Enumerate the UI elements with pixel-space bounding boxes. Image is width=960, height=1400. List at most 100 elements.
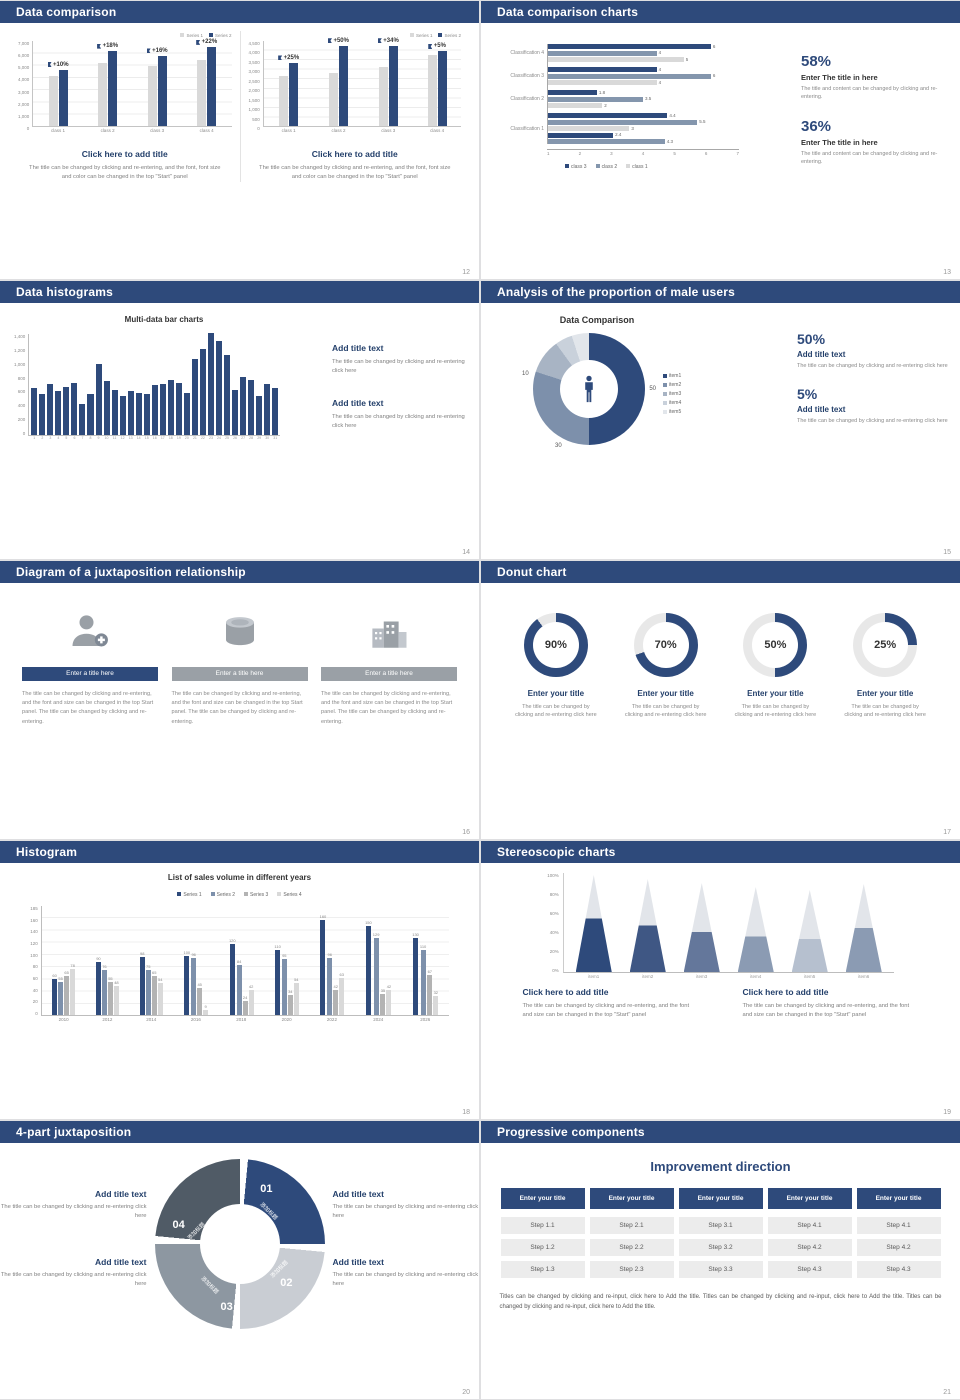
x-axis-label: 2020 <box>281 1017 292 1022</box>
bar-column: 30 <box>264 384 271 440</box>
slide-donut-chart[interactable]: Donut chart 90% Enter your title The tit… <box>481 561 960 839</box>
tick-label: 40% <box>549 930 559 935</box>
bar-column: 90 <box>95 955 101 1015</box>
x-axis-label: 15 <box>144 436 149 440</box>
block-title: Add title text <box>95 1256 147 1267</box>
legend-label: class 2 <box>601 164 618 170</box>
step-item[interactable]: Step 1.2 <box>500 1239 585 1256</box>
step-item[interactable]: Step 4.2 <box>767 1239 852 1256</box>
step-item[interactable]: Step 4.2 <box>856 1239 941 1256</box>
tick-label: 3,000 <box>18 89 30 95</box>
bar <box>199 349 206 435</box>
step-item[interactable]: Step 4.1 <box>856 1217 941 1234</box>
step-item[interactable]: Step 4.1 <box>767 1217 852 1234</box>
bar <box>98 63 108 126</box>
slide-progressive-components[interactable]: Progressive components Improvement direc… <box>481 1121 960 1399</box>
tick-label: 4,000 <box>248 50 260 56</box>
step-item[interactable]: Step 1.3 <box>500 1261 585 1278</box>
bar-group: Classification 4 6 4 5 <box>510 44 747 62</box>
step-item[interactable]: Step 3.2 <box>678 1239 763 1256</box>
slide-title: Data histograms <box>16 285 114 299</box>
bar-column: 1 <box>31 388 38 440</box>
title-bar-button[interactable]: Enter a title here <box>22 667 158 681</box>
value-label: 9 <box>204 1003 207 1009</box>
text-block: Add title text The title can be changed … <box>333 1189 480 1221</box>
block-title: Click here to add title <box>742 987 829 997</box>
step-item[interactable]: Step 1.1 <box>500 1217 585 1234</box>
bar-group: +18% class 2 <box>97 43 118 133</box>
bar-column: 54 <box>293 977 299 1015</box>
title-bar-button[interactable]: Enter a title here <box>171 667 308 681</box>
slide-male-users-analysis[interactable]: Analysis of the proportion of male users… <box>481 281 960 559</box>
step-item[interactable]: Step 3.3 <box>678 1261 763 1278</box>
slide-data-comparison-charts[interactable]: Data comparison charts Classification 4 6… <box>481 1 960 279</box>
bar-column: 63 <box>339 971 345 1015</box>
column-header-button[interactable]: Enter your title <box>678 1188 763 1209</box>
slide-content: Data Comparison 50 30 10 <box>481 303 960 449</box>
bar <box>386 990 392 1015</box>
block-title: Add title text <box>332 343 384 353</box>
value-label: 160 <box>319 913 327 919</box>
step-item[interactable]: Step 4.3 <box>767 1261 852 1278</box>
slide-stereoscopic-charts[interactable]: Stereoscopic charts 100% 80% 60% 40% 20% 0% it… <box>481 841 960 1119</box>
x-axis-label: 20 <box>184 436 189 440</box>
y-axis: 1,400 1,200 1,000 800 600 400 200 0 <box>14 334 28 436</box>
title-bar-button[interactable]: Enter a title here <box>321 667 457 681</box>
chart-column-right: Series 1 Series 2 4,500 4,000 3,500 3,000 2,… <box>239 31 470 182</box>
column-header-button[interactable]: Enter your title <box>500 1188 585 1209</box>
slide-title-bar: Histogram <box>0 841 479 863</box>
nurse-icon <box>72 615 108 647</box>
stat-body: The title and content can be changed by … <box>801 150 938 165</box>
column: Enter a title here The title can be chan… <box>321 609 457 727</box>
slide-histogram[interactable]: Histogram List of sales volume in differ… <box>0 841 479 1119</box>
slide-data-histograms[interactable]: Data histograms Multi-data bar charts 1,… <box>0 281 479 559</box>
donut-item: 90% Enter your title The title can be ch… <box>504 613 608 720</box>
bar <box>87 394 94 435</box>
value-label: 90 <box>96 955 101 961</box>
slide-data-comparison[interactable]: Data comparison Series 1 Series 2 7,000 6… <box>0 1 479 279</box>
bar <box>215 341 223 435</box>
value-label: 63 <box>339 971 344 977</box>
bar-group: 130 110 67 32 2026 <box>412 932 439 1022</box>
column-header-button[interactable]: Enter your title <box>856 1188 941 1209</box>
x-axis-label: 8 <box>89 436 92 440</box>
bar: 4.3 <box>548 139 673 144</box>
block-title: Click here to add title <box>81 149 168 159</box>
bar-column: 31 <box>272 388 279 440</box>
tick-label: 7 <box>736 151 739 156</box>
bar <box>139 956 145 1015</box>
bar <box>437 51 447 126</box>
text-block: Add title text The title can be changed … <box>333 1257 480 1289</box>
step-item[interactable]: Step 2.1 <box>589 1217 674 1234</box>
block-body: The title can be changed by clicking and… <box>522 1003 690 1018</box>
step-item[interactable]: Step 2.2 <box>589 1239 674 1256</box>
legend-swatch <box>663 409 667 414</box>
stat-body: The title and content can be changed by … <box>801 86 938 101</box>
y-axis: 7,000 6,000 5,000 4,000 3,000 2,000 1,000 0 <box>18 41 32 131</box>
x-axis-label: 2012 <box>102 1017 113 1022</box>
bar-column: 13 <box>127 391 134 440</box>
column-header-button[interactable]: Enter your title <box>767 1188 852 1209</box>
slide-juxtaposition-diagram[interactable]: Diagram of a juxtaposition relationship … <box>0 561 479 839</box>
bar <box>111 389 118 435</box>
donut-title: Enter your title <box>637 689 694 698</box>
step-item[interactable]: Step 3.1 <box>678 1217 763 1234</box>
column-header-button[interactable]: Enter your title <box>589 1188 674 1209</box>
step-item[interactable]: Step 4.3 <box>856 1261 941 1278</box>
slide-4-part-juxtaposition[interactable]: 4-part juxtaposition Add title text The … <box>0 1121 479 1399</box>
step-item[interactable]: Step 2.3 <box>589 1261 674 1278</box>
bar <box>272 388 279 435</box>
x-axis-label: item4 <box>750 974 762 979</box>
bar-column: 75 <box>145 964 151 1015</box>
x-axis-label: 2016 <box>190 1017 201 1022</box>
tick-label: 2 <box>578 151 582 156</box>
bar-group: 98 75 65 54 2014 <box>139 951 163 1022</box>
bar: 6 <box>548 44 715 49</box>
value-label: 120 <box>228 937 236 943</box>
chart-title: Data Comparison <box>559 315 635 325</box>
bar-column: 2 <box>39 394 46 440</box>
bar-column: 29 <box>256 395 263 440</box>
tick-label: 100% <box>547 873 559 878</box>
bar-column: 17 <box>159 384 166 440</box>
pyramid <box>845 884 882 972</box>
